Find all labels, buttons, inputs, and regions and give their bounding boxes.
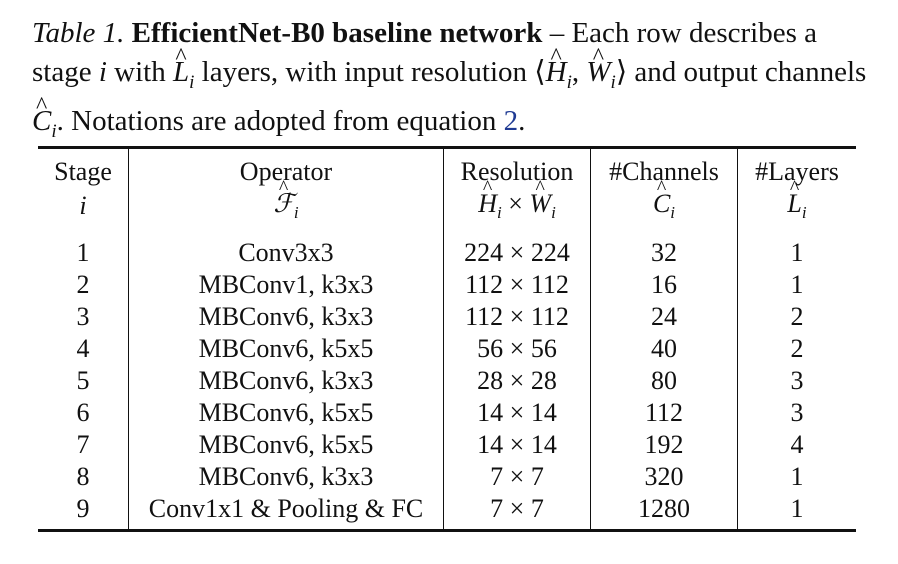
math-H: Hi [546,56,572,93]
math-W: Wi [586,56,615,93]
table-row: 2 MBConv1, k3x3 112 × 112 16 1 [38,269,856,301]
header-resolution: Resolution [443,147,591,187]
math-L: Li [173,56,194,93]
math-i: i [98,56,107,88]
math-open: ⟨ [534,56,546,88]
cell-stage: 7 [76,430,90,459]
cell-resolution: 7 × 7 [443,493,591,531]
cell-resolution: 7 × 7 [443,461,591,493]
cell-layers: 3 [737,397,856,429]
cell-stage: 2 [76,270,90,299]
caption-label: Table 1. [32,17,125,49]
header-resolution-symbol: Hi × Wi [443,187,591,229]
cell-layers: 1 [737,461,856,493]
cell-operator: MBConv1, k3x3 [128,269,444,301]
header-operator-symbol: ℱi [128,187,444,229]
cell-operator: MBConv6, k5x5 [128,397,444,429]
table-caption: Table 1. EfficientNet-B0 baseline networ… [32,14,872,151]
cell-layers: 1 [737,229,856,269]
cell-layers: 1 [737,269,856,301]
cell-stage: 3 [76,302,90,331]
cell-stage: 4 [76,334,90,363]
caption-text: . Notations are adopted from equation [56,104,504,137]
cell-channels: 40 [590,333,738,365]
table-row: 4 MBConv6, k5x5 56 × 56 40 2 [38,333,856,365]
cell-layers: 2 [737,301,856,333]
cell-operator: Conv3x3 [128,229,444,269]
cell-stage: 5 [76,366,90,395]
cell-resolution: 14 × 14 [443,397,591,429]
cell-channels: 320 [590,461,738,493]
caption-text: with [106,56,173,88]
table-row: 3 MBConv6, k3x3 112 × 112 24 2 [38,301,856,333]
cell-channels: 32 [590,229,738,269]
cell-operator: MBConv6, k3x3 [128,301,444,333]
cell-operator: MBConv6, k3x3 [128,461,444,493]
cell-layers: 1 [737,493,856,531]
cell-resolution: 112 × 112 [443,301,591,333]
math-comma: , [571,56,587,88]
table-row: 5 MBConv6, k3x3 28 × 28 80 3 [38,365,856,397]
cell-resolution: 14 × 14 [443,429,591,461]
header-channels-symbol: Ci [590,187,738,229]
cell-operator: MBConv6, k5x5 [128,429,444,461]
caption-title: EfficientNet-B0 baseline network [131,17,543,49]
cell-stage: 9 [76,494,90,523]
header-stage: Stage [54,157,112,186]
cell-layers: 3 [737,365,856,397]
cell-channels: 16 [590,269,738,301]
table-row: 9 Conv1x1 & Pooling & FC 7 × 7 1280 1 [38,493,856,531]
math-close: ⟩ [615,56,628,88]
cell-operator: MBConv6, k5x5 [128,333,444,365]
table-row: 8 MBConv6, k3x3 7 × 7 320 1 [38,461,856,493]
cell-resolution: 224 × 224 [443,229,591,269]
math-C: Ci [32,105,57,142]
cell-channels: 112 [590,397,738,429]
caption-text: and output channels [627,56,867,88]
cell-channels: 80 [590,365,738,397]
header-layers: #Layers [737,147,856,187]
cell-channels: 192 [590,429,738,461]
caption-text: . [518,104,526,137]
cell-layers: 2 [737,333,856,365]
table-row: 6 MBConv6, k5x5 14 × 14 112 3 [38,397,856,429]
cell-stage: 1 [76,238,90,267]
cell-channels: 24 [590,301,738,333]
cell-layers: 4 [737,429,856,461]
equation-link[interactable]: 2 [503,104,519,137]
table-row: 7 MBConv6, k5x5 14 × 14 192 4 [38,429,856,461]
caption-text: layers, with input resolution [194,56,535,88]
efficientnet-table: Stage Operator Resolution #Channels #Lay… [38,146,856,532]
cell-operator: Conv1x1 & Pooling & FC [128,493,444,531]
cell-resolution: 28 × 28 [443,365,591,397]
cell-operator: MBConv6, k3x3 [128,365,444,397]
header-stage-symbol: i [79,191,87,220]
cell-stage: 8 [76,462,90,491]
cell-channels: 1280 [590,493,738,531]
cell-resolution: 56 × 56 [443,333,591,365]
cell-stage: 6 [76,398,90,427]
table-row: 1 Conv3x3 224 × 224 32 1 [38,229,856,269]
cell-resolution: 112 × 112 [443,269,591,301]
header-layers-symbol: Li [737,187,856,229]
